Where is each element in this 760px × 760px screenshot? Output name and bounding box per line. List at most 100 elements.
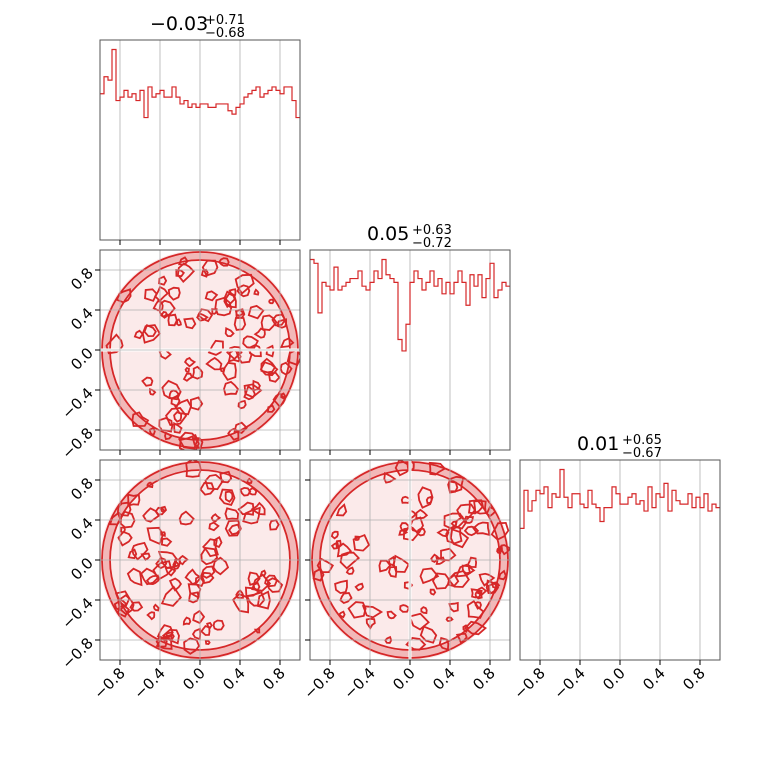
joint-1-ytick-label-2: 0.0 <box>67 554 97 584</box>
joint-1-xtick-label-3: 0.4 <box>219 664 249 694</box>
contour-blob-0-6 <box>174 398 192 416</box>
contour-blob-2-67 <box>339 551 361 570</box>
title-0-main: −0.03 <box>150 13 208 35</box>
contour-blob-2-63 <box>383 471 397 484</box>
joint-0-ytick-label-2: 0.0 <box>67 344 97 374</box>
contour-blob-0-17 <box>233 317 247 331</box>
contour-blob-1-3 <box>204 473 225 491</box>
contour-blob-0-75 <box>253 288 260 296</box>
contour-blob-2-32 <box>378 559 392 573</box>
hist-2-xtick-label-1: −0.4 <box>550 664 588 702</box>
contour-blob-0-45 <box>228 288 237 296</box>
contour-blob-0-50 <box>161 379 182 401</box>
contour-blob-2-78 <box>388 566 398 578</box>
joint-1-ytick-label-0: −0.8 <box>58 634 96 672</box>
contour-blob-1-60 <box>218 488 236 506</box>
contour-blob-0-19 <box>165 407 188 426</box>
title-0-minus: −0.68 <box>205 26 245 41</box>
contour-blob-2-45 <box>419 567 440 585</box>
contour-blob-0-57 <box>236 284 251 298</box>
contour-blob-2-29 <box>490 521 510 541</box>
contour-blob-1-48 <box>168 577 182 592</box>
contour-blob-2-64 <box>398 529 409 536</box>
contour-blob-1-79 <box>184 568 202 586</box>
contour-blob-0-48 <box>158 417 174 433</box>
contour-blob-1-56 <box>154 506 166 516</box>
contour-blob-1-6 <box>140 567 160 586</box>
contour-blob-2-3 <box>447 475 465 493</box>
contour-blob-1-80 <box>237 501 255 516</box>
contour-blob-2-59 <box>399 604 411 613</box>
contour-blob-1-40 <box>242 506 261 525</box>
contour-blob-2-27 <box>399 522 411 532</box>
contour-blob-0-62 <box>160 311 169 318</box>
contour-blob-1-65 <box>212 619 225 631</box>
contour-blob-2-0 <box>316 557 335 574</box>
contour-blob-0-41 <box>173 421 183 434</box>
joint-1-ytick-label-1: −0.4 <box>58 594 96 632</box>
contour-blob-1-73 <box>146 481 154 489</box>
contour-blob-2-18 <box>499 544 510 556</box>
contour-blob-2-31 <box>334 579 348 595</box>
contour-blob-1-26 <box>224 490 234 503</box>
joint-panel-0: −0.8−0.4 0.0 0.4 0.8 <box>58 249 301 463</box>
contour-blob-0-51 <box>176 262 195 284</box>
contour-blob-0-86 <box>183 317 197 330</box>
contour-blob-2-68 <box>330 541 340 550</box>
histogram-line-0 <box>100 48 300 119</box>
contour-blob-1-25 <box>245 591 266 607</box>
joint-1-ytick-label-3: 0.4 <box>67 514 97 544</box>
contour-blob-0-72 <box>219 367 226 373</box>
contour-blob-0-1 <box>133 329 144 340</box>
contour-blob-1-71 <box>247 571 261 586</box>
contour-blob-1-74 <box>187 583 202 599</box>
contour-blob-2-37 <box>472 521 491 537</box>
joint-content-0 <box>100 250 300 450</box>
contour-blob-1-16 <box>256 590 271 610</box>
contour-blob-2-77 <box>431 572 452 590</box>
contour-blob-1-2 <box>155 556 168 570</box>
histogram-panel-0 <box>99 39 301 245</box>
contour-blob-2-75 <box>339 592 353 605</box>
contour-blob-0-52 <box>144 288 158 302</box>
contour-blob-1-77 <box>152 603 160 612</box>
contour-blob-0-23 <box>141 376 154 387</box>
contour-blob-2-72 <box>425 495 433 505</box>
contour-blob-2-60 <box>415 508 429 520</box>
contour-blob-0-35 <box>167 313 178 327</box>
contour-blob-1-62 <box>157 550 178 569</box>
contour-blob-0-76 <box>214 296 233 317</box>
joint-2-xtick-label-1: −0.4 <box>340 664 378 702</box>
joint-0-ytick-label-1: −0.4 <box>58 384 96 422</box>
contour-blob-1-49 <box>231 593 250 614</box>
contour-blob-1-21 <box>126 567 143 587</box>
contour-blob-2-66 <box>386 610 397 620</box>
contour-blob-2-35 <box>428 461 447 476</box>
histogram-panel-1 <box>309 249 511 455</box>
contour-blob-1-69 <box>178 510 195 526</box>
contour-blob-2-49 <box>417 486 434 509</box>
contour-blob-1-19 <box>160 537 173 547</box>
title-2-main: 0.01 <box>577 433 619 455</box>
contour-blob-1-66 <box>219 470 233 484</box>
contour-blob-2-87 <box>449 528 470 549</box>
contour-blob-0-4 <box>233 421 248 434</box>
contour-blob-1-57 <box>199 481 215 496</box>
contour-blob-1-68 <box>228 523 242 536</box>
contour-blob-0-18 <box>175 268 186 278</box>
histogram-line-1 <box>310 258 510 352</box>
joint-0-ytick-label-3: 0.4 <box>67 304 97 334</box>
contour-blob-2-19 <box>354 582 365 592</box>
contour-blob-0-87 <box>184 366 190 373</box>
contour-blob-1-72 <box>116 604 130 618</box>
contour-blob-1-53 <box>127 548 138 560</box>
contour-blob-0-31 <box>148 426 156 437</box>
contour-blob-0-78 <box>224 327 235 338</box>
contour-blob-1-8 <box>159 531 166 538</box>
contour-blob-1-17 <box>182 616 192 626</box>
joint-1-xtick-label-0: −0.8 <box>90 664 128 702</box>
contour-blob-1-55 <box>213 536 223 549</box>
title-2-plus: +0.65 <box>622 433 662 448</box>
joint-2-xtick-label-4: 0.8 <box>469 664 499 694</box>
contour-blob-1-18 <box>235 589 244 599</box>
